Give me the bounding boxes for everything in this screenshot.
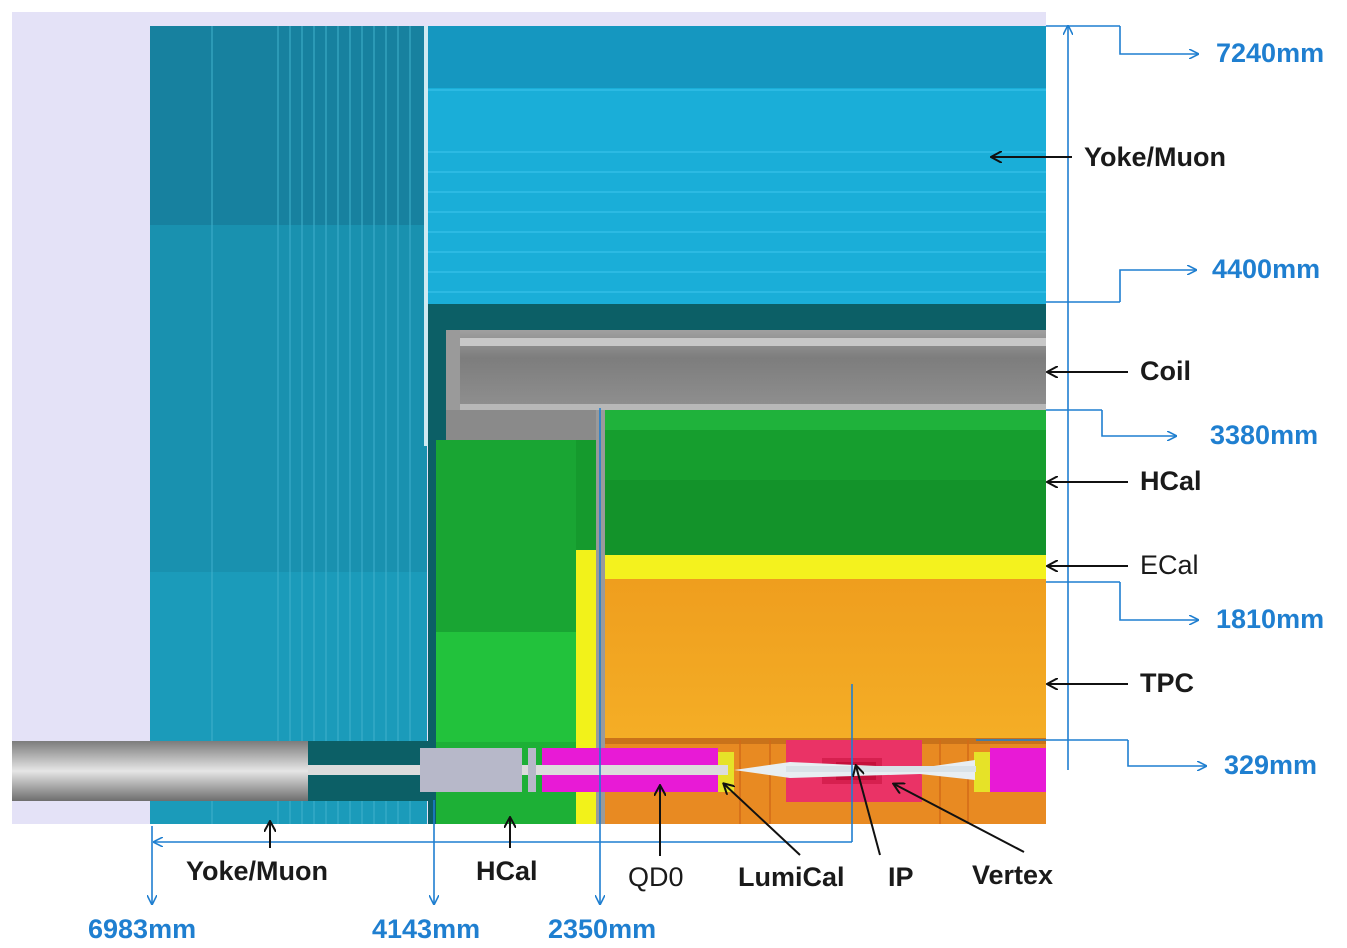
dim-label-4143: 4143mm bbox=[372, 914, 481, 944]
dim-label-329: 329mm bbox=[1224, 750, 1318, 780]
dim-arrow-329 bbox=[1127, 740, 1206, 766]
dim-label-3380: 3380mm bbox=[1210, 420, 1319, 450]
pointer-vertex bbox=[894, 784, 1025, 853]
label-hcal-side: HCal bbox=[1140, 466, 1202, 496]
dim-label-2350: 2350mm bbox=[548, 914, 657, 944]
pointer-ip bbox=[856, 766, 881, 856]
label-yoke-muon-side: Yoke/Muon bbox=[1084, 142, 1227, 172]
label-ip: IP bbox=[888, 862, 914, 892]
dim-label-4400: 4400mm bbox=[1212, 254, 1321, 284]
label-yoke-muon-bottom: Yoke/Muon bbox=[186, 856, 329, 886]
coil bbox=[446, 330, 1046, 440]
dimension-lines bbox=[152, 26, 1206, 904]
pointer-arrows bbox=[270, 157, 1128, 856]
label-lumical: LumiCal bbox=[738, 862, 845, 892]
dim-label-6983: 6983mm bbox=[88, 914, 197, 944]
label-ecal: ECal bbox=[1140, 550, 1199, 580]
hcal-barrel bbox=[605, 410, 1046, 555]
dim-arrow-7240 bbox=[1119, 26, 1198, 54]
dim-arrow-3380 bbox=[1101, 410, 1176, 436]
yoke-barrel bbox=[428, 26, 1046, 304]
dim-label-1810: 1810mm bbox=[1216, 604, 1325, 634]
label-tpc: TPC bbox=[1140, 668, 1194, 698]
label-vertex: Vertex bbox=[972, 860, 1054, 890]
yoke-endcap bbox=[150, 26, 428, 824]
dim-label-7240: 7240mm bbox=[1216, 38, 1325, 68]
pointer-lumical bbox=[724, 784, 801, 856]
label-qd0: QD0 bbox=[628, 862, 684, 892]
dim-arrow-4400 bbox=[1119, 270, 1196, 302]
label-coil: Coil bbox=[1140, 356, 1191, 386]
dim-arrow-1810 bbox=[1119, 582, 1198, 620]
label-hcal-bottom: HCal bbox=[476, 856, 538, 886]
